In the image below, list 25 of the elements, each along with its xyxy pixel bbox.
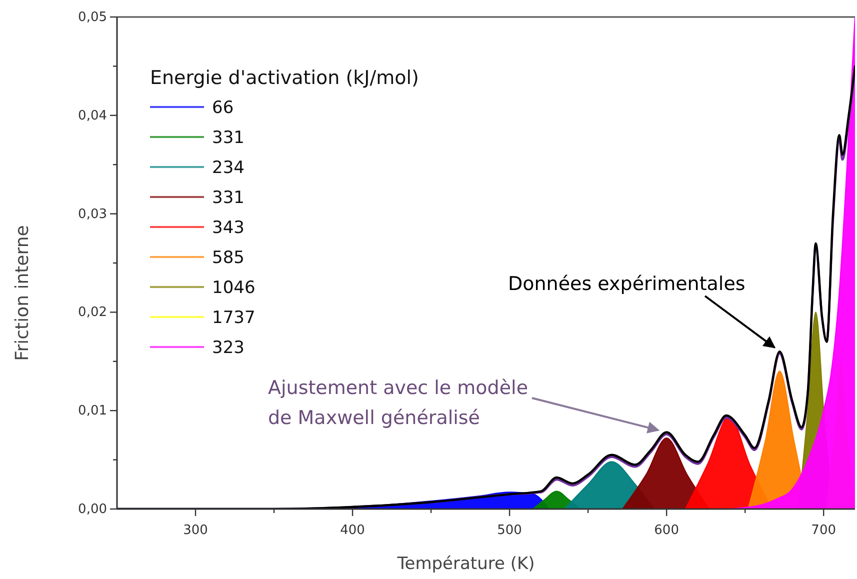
x-tick-label: 300 <box>183 523 208 538</box>
legend-label: 1046 <box>212 278 256 298</box>
y-tick-label: 0,03 <box>78 206 107 222</box>
y-tick-label: 0,04 <box>78 108 107 124</box>
legend-label: 331 <box>212 128 244 148</box>
y-axis-title: Friction interne <box>12 225 33 361</box>
y-tick-label: 0,02 <box>78 305 107 320</box>
x-axis-title: Température (K) <box>396 554 535 574</box>
x-tick-label: 400 <box>340 523 365 538</box>
y-tick-label: 0,05 <box>78 10 107 25</box>
y-tick-label: 0,00 <box>78 502 107 517</box>
legend-label: 234 <box>212 158 244 178</box>
x-tick-label: 700 <box>811 523 836 538</box>
x-tick-label: 600 <box>654 523 679 538</box>
annotation: Données expérimentales <box>508 273 746 295</box>
legend-title: Energie d'activation (kJ/mol) <box>150 67 419 89</box>
legend-label: 585 <box>212 248 244 268</box>
legend-label: 323 <box>212 338 244 358</box>
y-tick-label: 0,01 <box>78 404 107 419</box>
legend-label: 66 <box>212 98 234 118</box>
annotation: Ajustement avec le modèle de Maxwell généralisé <box>268 377 528 429</box>
x-tick-label: 500 <box>497 523 522 538</box>
legend-label: 1737 <box>212 308 256 328</box>
legend-label: 331 <box>212 188 244 208</box>
legend-label: 343 <box>212 218 244 238</box>
